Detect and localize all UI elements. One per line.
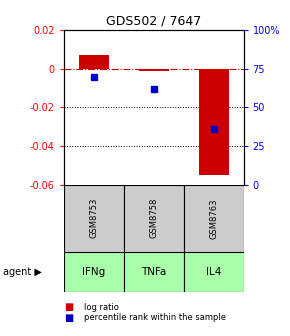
Bar	[184, 185, 244, 252]
Bar	[184, 252, 244, 292]
Bar	[139, 69, 169, 71]
Text: ■: ■	[64, 312, 73, 323]
Text: IFNg: IFNg	[82, 267, 105, 277]
Text: GSM8753: GSM8753	[89, 198, 98, 239]
Bar	[79, 55, 109, 69]
Bar	[199, 69, 229, 175]
Bar	[64, 185, 124, 252]
Text: log ratio: log ratio	[84, 303, 119, 312]
Text: TNFa: TNFa	[141, 267, 166, 277]
Text: ■: ■	[64, 302, 73, 312]
Text: IL4: IL4	[206, 267, 221, 277]
Bar	[124, 185, 184, 252]
Text: GSM8758: GSM8758	[149, 198, 158, 239]
Bar	[124, 252, 184, 292]
Text: GSM8763: GSM8763	[209, 198, 218, 239]
Bar	[64, 252, 124, 292]
Text: agent ▶: agent ▶	[3, 267, 42, 277]
Text: percentile rank within the sample: percentile rank within the sample	[84, 313, 226, 322]
Title: GDS502 / 7647: GDS502 / 7647	[106, 15, 201, 28]
